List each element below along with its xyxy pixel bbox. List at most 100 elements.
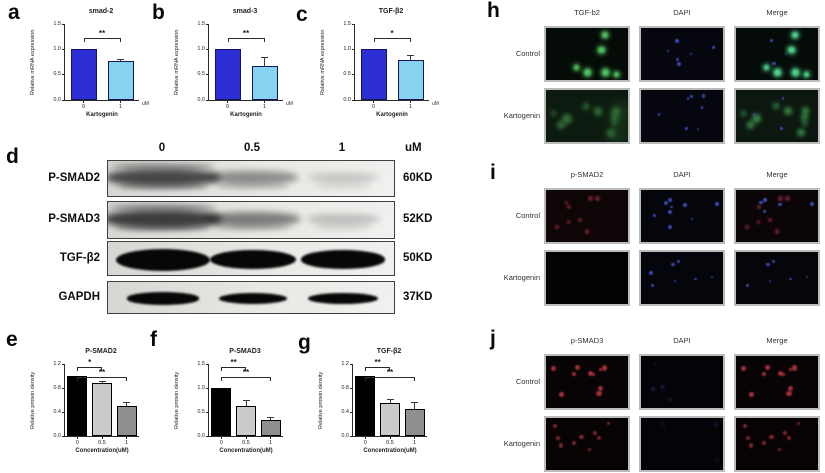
significance-bracket — [83, 38, 121, 42]
fluor-dot — [712, 46, 715, 49]
x-cat-label: 0 — [75, 440, 79, 446]
fluorescence-image — [734, 416, 820, 472]
y-tick — [206, 363, 209, 365]
fluor-dot — [558, 443, 564, 448]
fluor-dot — [651, 387, 655, 391]
blot-kd-label: 52KD — [403, 213, 433, 225]
error-cap — [98, 380, 106, 382]
significance-label: ** — [98, 368, 106, 377]
bar-1 — [107, 60, 134, 100]
bar-1 — [397, 60, 424, 100]
fluor-dot — [763, 198, 767, 202]
y-tick — [206, 411, 209, 413]
significance-bracket — [365, 377, 415, 381]
panel-label-i: i — [490, 161, 496, 184]
fluorescence-image — [639, 26, 725, 82]
significance-label: ** — [386, 368, 394, 377]
fluor-row-label: Control — [515, 49, 540, 58]
fluor-dot — [556, 121, 565, 130]
x-cat-label: 1 — [269, 440, 273, 446]
bar-chart-psmad3-density: P-SMAD3 Relative protein density 0.0 0.5 1.0… — [172, 346, 290, 468]
fluor-dot — [664, 200, 669, 205]
x-axis-label: Concentration(uM) — [219, 448, 273, 454]
fluor-dot — [663, 427, 667, 431]
lane-header: 0.5 — [244, 142, 260, 154]
y-tick — [206, 435, 209, 437]
chart-title: TGF-β2 — [378, 8, 404, 15]
fluor-dot — [778, 370, 784, 376]
error-cap — [261, 57, 268, 59]
fluor-dot — [601, 32, 608, 39]
fluorescence-image — [544, 188, 630, 244]
bar-0 — [360, 49, 387, 100]
fluor-dot — [801, 114, 808, 122]
blot-band-smear — [110, 203, 216, 211]
fluor-dot — [745, 225, 749, 229]
fluor-dot — [801, 120, 808, 126]
plot-area: 0.0 0.5 1.0 1.5 0 0.5 1 Concentration(uM) ** ** — [197, 358, 283, 454]
x-cat-label: 0.5 — [242, 440, 250, 446]
fluor-column-title: DAPI — [673, 170, 691, 179]
fluor-dot — [650, 284, 654, 288]
fluor-dot — [598, 46, 605, 54]
fluor-dot — [597, 385, 603, 391]
fluor-dot — [752, 113, 756, 116]
bar-chart-psmad2-density: P-SMAD2 Relative protein density 0.0 0.4 0.8… — [28, 346, 146, 468]
significance-bracket — [373, 38, 411, 42]
fluor-dot — [574, 65, 580, 71]
x-tick — [120, 100, 121, 103]
lane-header: 1 — [338, 142, 346, 154]
y-tick-label: 0.8 — [53, 384, 61, 391]
fluor-dot — [602, 365, 608, 371]
fluor-column-title: DAPI — [673, 8, 691, 17]
x-cat-label: 0 — [225, 104, 230, 110]
fluor-dot — [701, 94, 706, 99]
x-axis-label: Kartogenin — [376, 112, 408, 118]
x-cat-label: 1 — [408, 104, 413, 110]
fluorescence-image — [734, 188, 820, 244]
y-tick-label: 0.8 — [341, 384, 349, 391]
y-tick-label: 0.5 — [197, 408, 205, 415]
fluor-dot — [550, 365, 556, 371]
panel-label-h: h — [487, 0, 500, 22]
fluorescence-image — [544, 250, 630, 306]
fluorescence-image — [639, 416, 725, 472]
fluor-dot — [783, 430, 787, 435]
fluor-dot — [564, 201, 569, 205]
blot-band-smear — [313, 224, 373, 230]
fluor-dot — [756, 204, 761, 209]
plot-area: 0.0 0.5 1.0 1.5 0 1 Kartogenin uM ** — [53, 21, 149, 119]
fluor-dot — [566, 204, 571, 209]
fluor-dot — [611, 120, 618, 126]
chart-title: P-SMAD2 — [85, 348, 117, 355]
fluor-dot — [792, 68, 800, 76]
y-tick — [206, 387, 209, 389]
fluor-dot — [768, 434, 774, 440]
fluor-dot — [592, 372, 596, 376]
y-tick-label: 1.2 — [53, 360, 61, 367]
blot-band-smear — [314, 182, 372, 189]
y-tick — [350, 435, 353, 437]
fluor-dot — [653, 363, 657, 366]
fluor-dot — [797, 129, 805, 137]
fluor-row-label: Control — [515, 377, 540, 386]
fluor-dot — [782, 372, 786, 376]
fluor-dot — [710, 275, 714, 279]
western-blot-panel: 0 0.5 1 uM P-SMAD2 60KD P-SMAD3 52KD TGF-β2 50KD G… — [0, 140, 452, 330]
y-tick-label: 1.0 — [53, 45, 61, 52]
plot-area: 0.0 0.4 0.8 1.2 0 0.5 1 Concentration(uM) ** ** — [341, 358, 427, 454]
fluor-dot — [746, 436, 750, 440]
fluor-column-title: Merge — [766, 336, 788, 345]
fluor-dot — [611, 114, 619, 122]
y-tick — [352, 23, 355, 25]
blot-band-smear — [217, 182, 289, 189]
panel-label-d: d — [6, 145, 19, 168]
y-tick — [62, 411, 65, 413]
y-tick-label: 0.5 — [53, 71, 61, 78]
bar-1 — [260, 420, 281, 436]
fluorescence-image — [544, 88, 630, 144]
y-tick — [206, 48, 209, 50]
blot-band — [205, 212, 301, 226]
fluor-dot — [748, 443, 754, 448]
error-bar — [389, 399, 391, 403]
